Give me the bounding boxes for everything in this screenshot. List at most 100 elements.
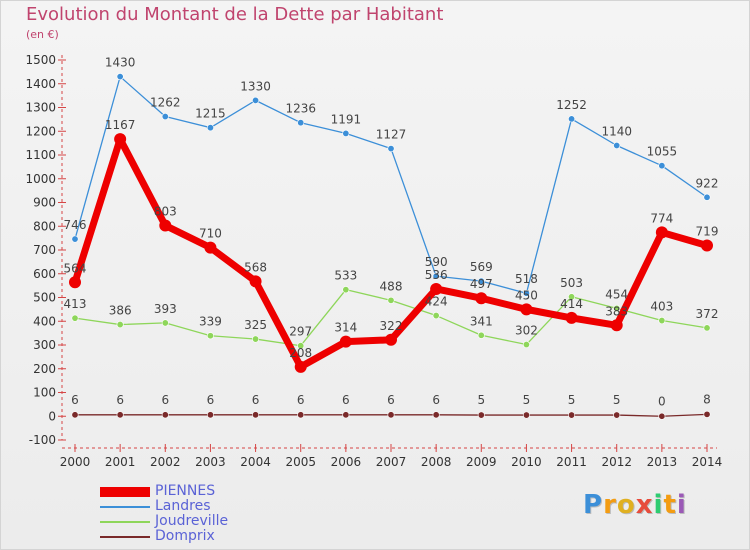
data-label: 1215 [195,107,226,121]
data-label: 1191 [331,112,362,126]
data-label: 564 [64,261,87,275]
data-label: 325 [244,318,267,332]
data-point [342,129,350,137]
data-point [161,113,169,121]
data-label: 590 [425,255,448,269]
data-point [477,411,485,419]
x-tick-label: 2013 [647,455,678,469]
data-label: 488 [380,279,403,293]
data-label: 302 [515,324,538,338]
data-label: 746 [64,218,87,232]
y-tick-label: 900 [33,196,56,210]
data-label: 414 [560,297,583,311]
data-label: 6 [116,393,124,407]
data-label: 297 [289,325,312,339]
x-tick-label: 2005 [285,455,316,469]
data-point [658,317,666,325]
data-label: 503 [560,276,583,290]
data-point [387,296,395,304]
data-point [658,412,666,420]
x-tick-label: 2003 [195,455,226,469]
data-point [204,241,217,254]
data-label: 1262 [150,96,181,110]
data-point [568,293,576,301]
data-point [475,292,488,305]
chart-subtitle: (en €) [26,28,59,41]
data-label: 1330 [240,79,271,93]
data-point [71,235,79,243]
data-label: 569 [470,260,493,274]
data-point [703,324,711,332]
legend-swatch-landres [100,506,150,508]
y-tick-label: 200 [33,362,56,376]
x-tick-label: 2012 [601,455,632,469]
data-label: 533 [334,269,357,283]
data-point [613,411,621,419]
data-point [477,277,485,285]
y-tick-label: 1500 [25,53,56,67]
data-point [520,303,533,316]
y-tick-label: 1000 [25,172,56,186]
data-point [613,142,621,150]
y-tick-label: 1200 [25,124,56,138]
x-tick-label: 2008 [421,455,452,469]
x-tick-label: 2001 [105,455,136,469]
data-label: 1140 [601,125,632,139]
data-point [432,312,440,320]
x-tick-label: 2007 [376,455,407,469]
data-label: 710 [199,227,222,241]
data-point [206,411,214,419]
x-tick-label: 2004 [240,455,271,469]
data-label: 393 [154,302,177,316]
data-point [701,239,713,252]
data-point [249,275,262,288]
data-label: 450 [515,288,538,302]
data-point [71,314,79,322]
data-point [161,411,169,419]
data-label: 339 [199,315,222,329]
data-label: 5 [613,393,621,407]
data-point [116,411,124,419]
data-label: 536 [425,268,448,282]
data-label: 6 [71,393,79,407]
data-point [297,411,305,419]
data-point [432,411,440,419]
data-point [387,145,395,153]
legend-label-domprix: Domprix [155,528,215,544]
data-label: 383 [605,304,628,318]
data-point [71,411,79,419]
data-point [430,282,443,295]
data-label: 719 [696,224,719,238]
data-label: 6 [207,393,215,407]
data-point [655,226,668,239]
data-point [206,124,214,132]
legend-swatch-joudreville [100,521,150,523]
legend-label-landres: Landres [155,498,211,514]
data-label: 6 [342,393,350,407]
data-point [297,119,305,127]
y-tick-label: 1400 [25,77,56,91]
data-label: 1252 [556,98,587,112]
y-tick-label: 600 [33,267,56,281]
data-label: 341 [470,314,493,328]
data-point [159,219,172,232]
data-label: 1167 [105,118,136,132]
x-tick-label: 2010 [511,455,542,469]
y-tick-label: 400 [33,314,56,328]
data-label: 0 [658,394,666,408]
y-tick-label: 300 [33,338,56,352]
data-label: 8 [703,392,711,406]
x-tick-label: 2002 [150,455,181,469]
data-point [294,360,307,373]
data-point [565,311,578,324]
y-tick-label: -100 [29,433,56,447]
data-label: 1127 [376,128,407,142]
legend-label-joudreville: Joudreville [155,513,229,529]
data-label: 413 [64,297,87,311]
data-point [432,272,440,280]
y-tick-label: 500 [33,291,56,305]
data-point [206,332,214,340]
data-point [114,133,127,146]
